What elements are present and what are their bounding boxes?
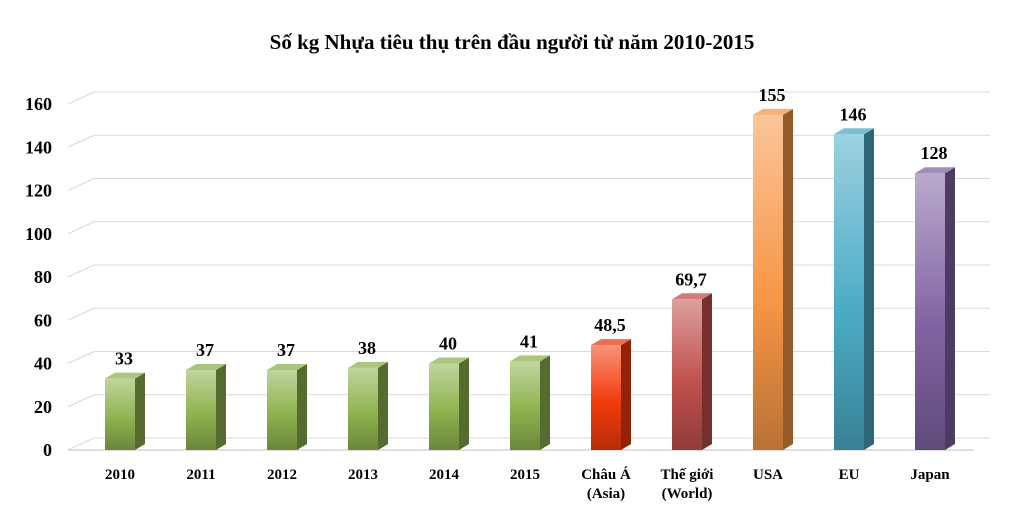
gridline-depth — [67, 351, 95, 364]
x-tick-label: Thế giới — [661, 467, 714, 483]
bar-side — [378, 361, 388, 450]
bar-top — [591, 339, 631, 346]
x-tick-label: Châu Á — [581, 466, 631, 483]
data-label: 48,5 — [594, 315, 626, 335]
data-label: 37 — [277, 340, 295, 360]
x-tick-label: 2015 — [510, 467, 540, 483]
y-tick-label: 160 — [25, 94, 52, 114]
bar — [915, 173, 945, 450]
bar-top — [672, 293, 712, 300]
data-label: 33 — [115, 349, 133, 369]
x-tick-label: 2010 — [105, 467, 135, 483]
bars — [105, 108, 955, 450]
y-tick-label: 40 — [34, 354, 52, 374]
bar — [105, 378, 135, 450]
x-tick-label: 2013 — [348, 467, 378, 483]
bar-top — [753, 108, 793, 115]
bar-top — [348, 361, 388, 368]
data-label: 69,7 — [675, 269, 707, 289]
data-labels: 33 37 37 38 40 41 48,5 69,7 155 146 128 — [115, 85, 948, 369]
bar-top — [834, 128, 874, 135]
bar — [429, 363, 459, 450]
y-tick-label: 120 — [25, 181, 52, 201]
y-tick-label: 0 — [43, 440, 52, 460]
gridline-depth — [67, 307, 95, 321]
bar-side — [621, 339, 631, 450]
x-tick-label: 2014 — [429, 467, 460, 483]
bar-side — [783, 108, 793, 450]
bar-top — [915, 167, 955, 174]
bar-top — [267, 363, 307, 370]
gridline-depth — [67, 437, 95, 451]
bar — [510, 361, 540, 450]
x-tick-label: EU — [839, 467, 860, 483]
x-tick-label: USA — [753, 467, 783, 483]
y-tick-label: 140 — [25, 137, 52, 157]
gridline-depth — [67, 134, 95, 148]
bar-top — [186, 363, 226, 370]
bar-side — [459, 357, 469, 450]
bar — [834, 134, 864, 450]
x-tick-label: (Asia) — [587, 486, 625, 502]
bar — [753, 114, 783, 450]
chart-title: Số kg Nhựa tiêu thụ trên đầu người từ nă… — [269, 30, 755, 54]
gridline-depth — [67, 91, 95, 105]
x-tick-label: (World) — [662, 486, 713, 502]
bar — [591, 345, 621, 450]
bar — [186, 369, 216, 450]
x-tick-label: Japan — [910, 467, 950, 483]
gridline-depth — [67, 178, 95, 191]
bar-top — [105, 372, 145, 379]
data-label: 146 — [840, 104, 867, 124]
bar — [672, 299, 702, 450]
bar-side — [135, 372, 145, 450]
data-label: 38 — [358, 338, 376, 358]
data-label: 128 — [921, 143, 948, 163]
x-axis: 2010 2011 2012 2013 2014 2015 Châu Á (Asia) Thế … — [105, 466, 950, 502]
bar — [267, 369, 297, 450]
bar-side — [864, 128, 874, 450]
x-tick-label: 2012 — [267, 467, 297, 483]
bar-side — [216, 363, 226, 450]
bar — [348, 367, 378, 450]
y-tick-label: 20 — [34, 397, 52, 417]
gridline-depth — [67, 394, 95, 408]
bar-side — [540, 355, 550, 450]
bar-side — [945, 167, 955, 450]
data-label: 37 — [196, 340, 214, 360]
gridline-depth — [67, 221, 95, 235]
gridline-depth — [67, 264, 95, 278]
data-label: 40 — [439, 334, 457, 354]
data-label: 155 — [759, 85, 786, 105]
bar-top — [510, 355, 550, 362]
x-tick-label: 2011 — [186, 467, 215, 483]
y-axis: 0 20 40 60 80 100 120 140 160 — [25, 94, 974, 460]
bar-side — [297, 363, 307, 450]
bar-side — [702, 293, 712, 450]
y-tick-label: 100 — [25, 224, 52, 244]
data-label: 41 — [520, 331, 538, 351]
y-tick-label: 60 — [34, 310, 52, 330]
y-tick-label: 80 — [34, 267, 52, 287]
bar-top — [429, 357, 469, 364]
